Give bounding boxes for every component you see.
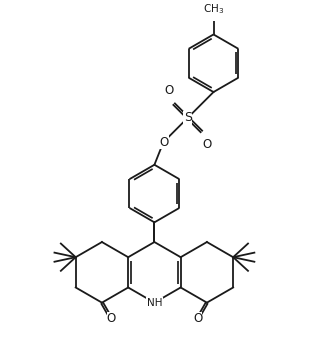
Text: S: S (184, 111, 192, 124)
Text: NH: NH (147, 298, 162, 308)
Text: O: O (202, 138, 211, 151)
Text: CH$_3$: CH$_3$ (203, 2, 224, 16)
Text: O: O (193, 313, 202, 325)
Text: O: O (107, 313, 116, 325)
Text: O: O (164, 85, 174, 98)
Text: O: O (159, 135, 168, 148)
